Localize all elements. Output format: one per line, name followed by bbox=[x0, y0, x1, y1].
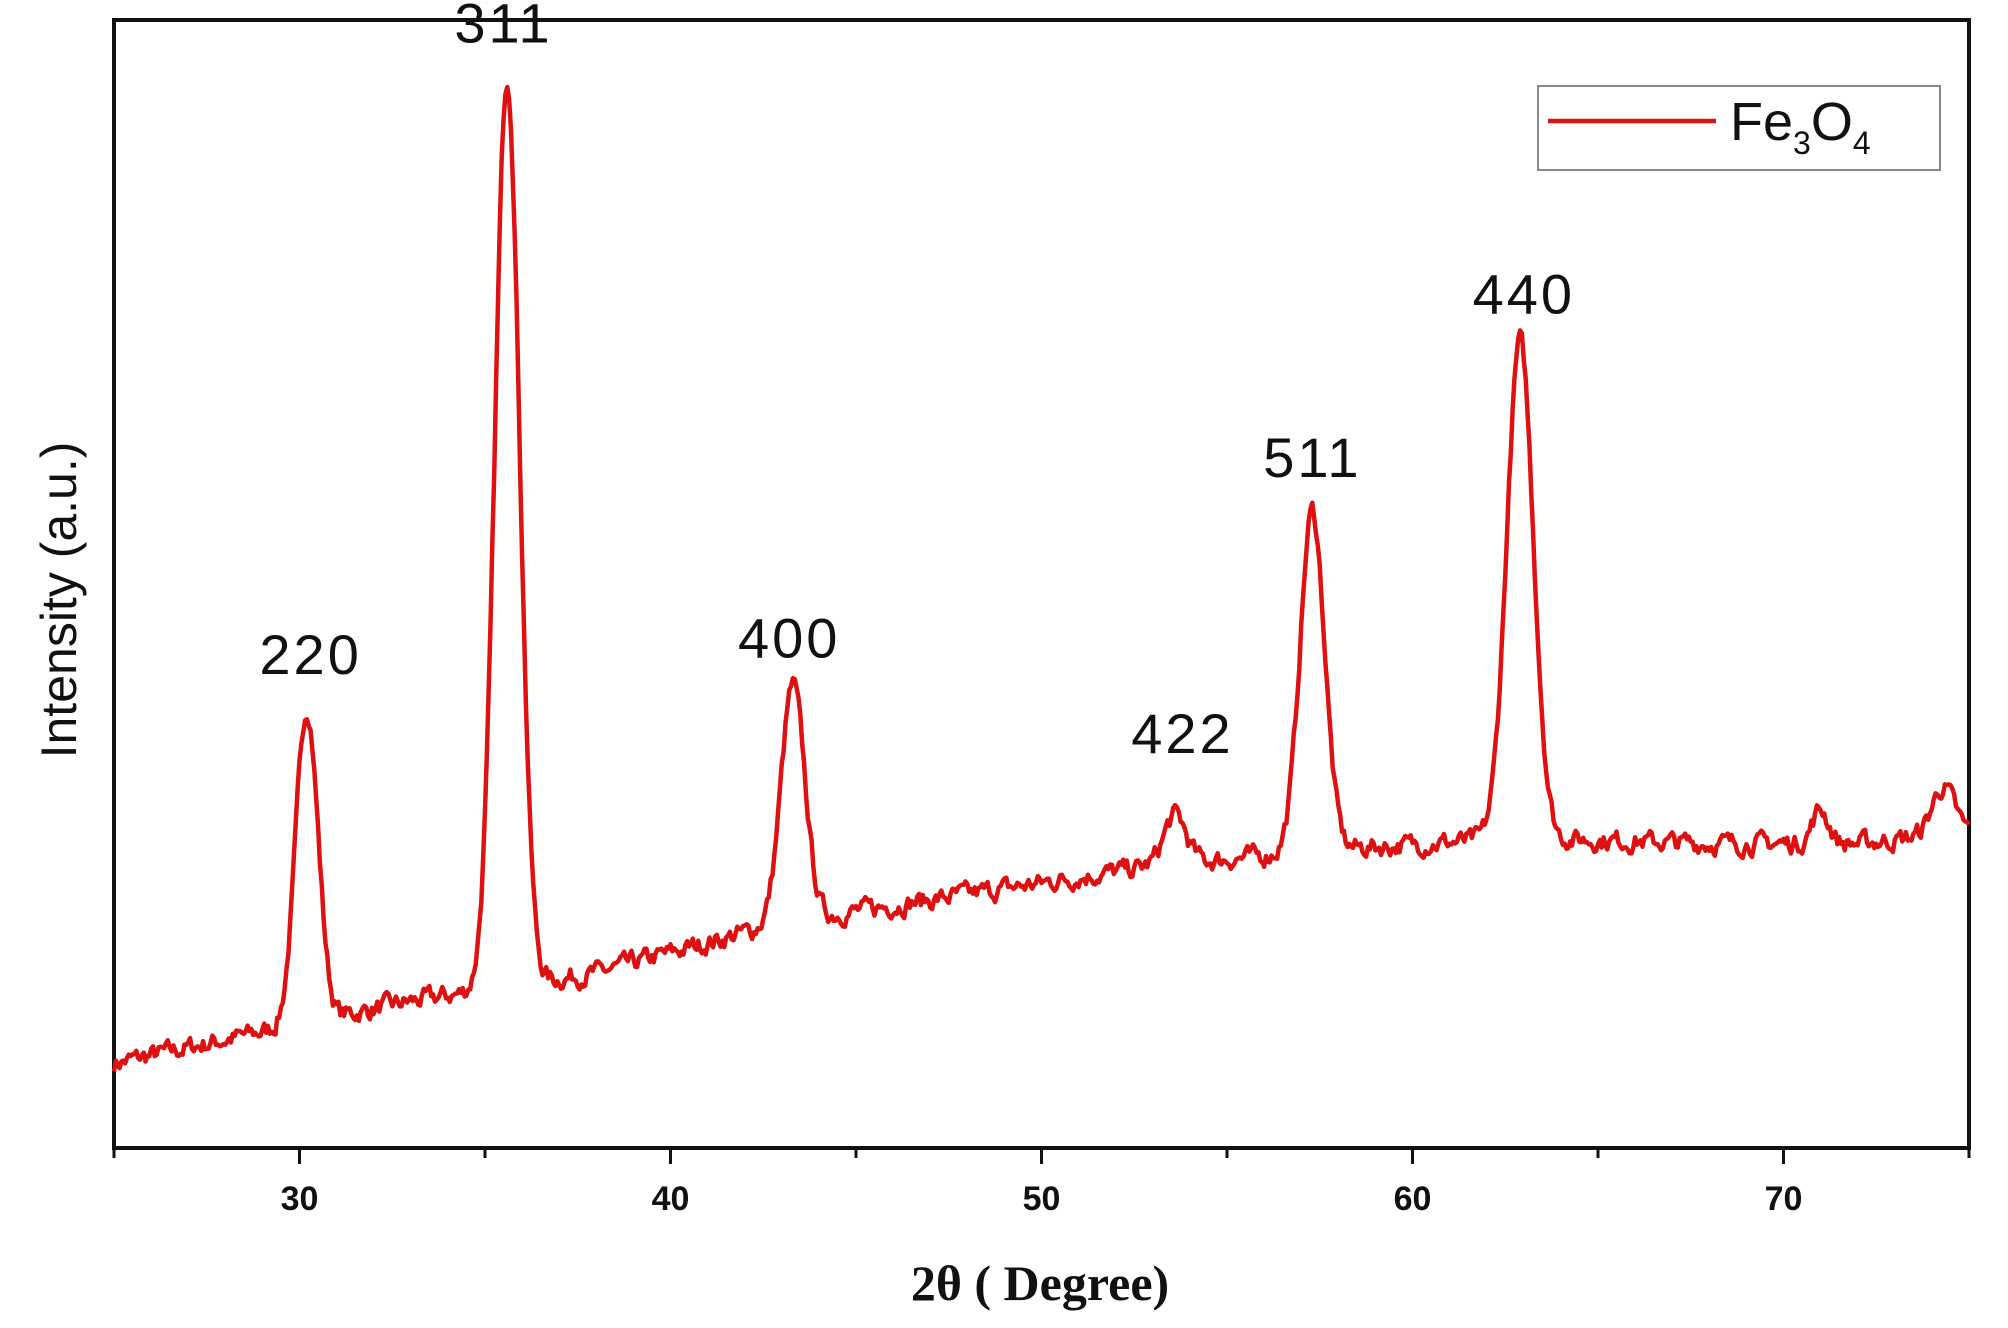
x-axis-title: 2θ ( Degree) bbox=[911, 1255, 1169, 1311]
peak-label-400: 400 bbox=[738, 606, 840, 669]
peak-annotations: 220 311 400 422 511 440 bbox=[259, 0, 1575, 765]
x-tick-label: 60 bbox=[1394, 1180, 1432, 1218]
peak-label-422: 422 bbox=[1131, 702, 1233, 765]
series-line-fe3o4 bbox=[111, 84, 1971, 1072]
peak-label-220: 220 bbox=[259, 623, 361, 686]
x-tick-label: 40 bbox=[652, 1180, 690, 1218]
x-tick-label: 70 bbox=[1765, 1180, 1803, 1218]
y-axis-title: Intensity (a.u.) bbox=[31, 442, 87, 759]
x-axis-tick-labels: 30 40 50 60 70 bbox=[281, 1180, 1803, 1218]
peak-label-511: 511 bbox=[1263, 426, 1361, 489]
legend: Fe3O4 bbox=[1537, 85, 1941, 171]
x-tick-label: 50 bbox=[1023, 1180, 1061, 1218]
legend-label-fe3o4: Fe3O4 bbox=[1730, 92, 1871, 161]
plot-area bbox=[112, 18, 1971, 1150]
peak-label-311: 311 bbox=[454, 0, 552, 55]
peak-label-440: 440 bbox=[1473, 262, 1575, 325]
x-axis-ticks bbox=[112, 1148, 1971, 1164]
legend-box bbox=[1537, 85, 1941, 171]
x-tick-label: 30 bbox=[281, 1180, 319, 1218]
